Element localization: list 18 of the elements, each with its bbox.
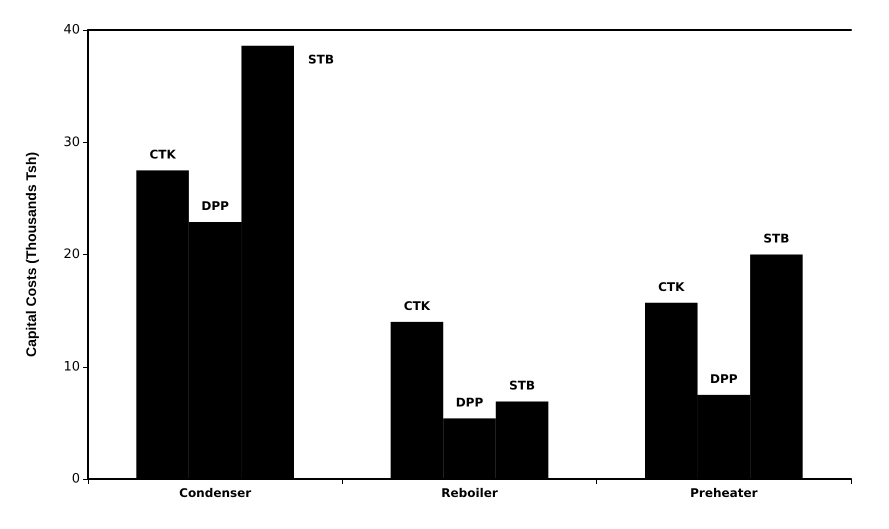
y-tick-label: 10 bbox=[63, 359, 80, 374]
text: CTK bbox=[404, 298, 430, 313]
series-label: DPP bbox=[456, 395, 484, 410]
y-tick-label: 30 bbox=[63, 134, 80, 150]
text: STB bbox=[509, 378, 536, 393]
y-tick-label: 20 bbox=[63, 247, 80, 262]
text: DPP bbox=[710, 372, 738, 386]
x-tick-label: Preheater bbox=[690, 486, 758, 500]
x-tick-label: Reboiler bbox=[441, 486, 498, 500]
series-label: CTK bbox=[149, 147, 176, 162]
series-label: STB bbox=[763, 232, 790, 246]
x-tick-label: Condenser bbox=[179, 486, 252, 500]
text: STB bbox=[308, 52, 334, 67]
text: CTK bbox=[658, 280, 684, 294]
y-tick-label: 40 bbox=[63, 22, 80, 38]
y-axis-title: Capital Costs (Thousands Tsh) bbox=[23, 152, 39, 358]
text: DPP bbox=[201, 198, 229, 213]
y-tick-label: 0 bbox=[72, 472, 80, 486]
